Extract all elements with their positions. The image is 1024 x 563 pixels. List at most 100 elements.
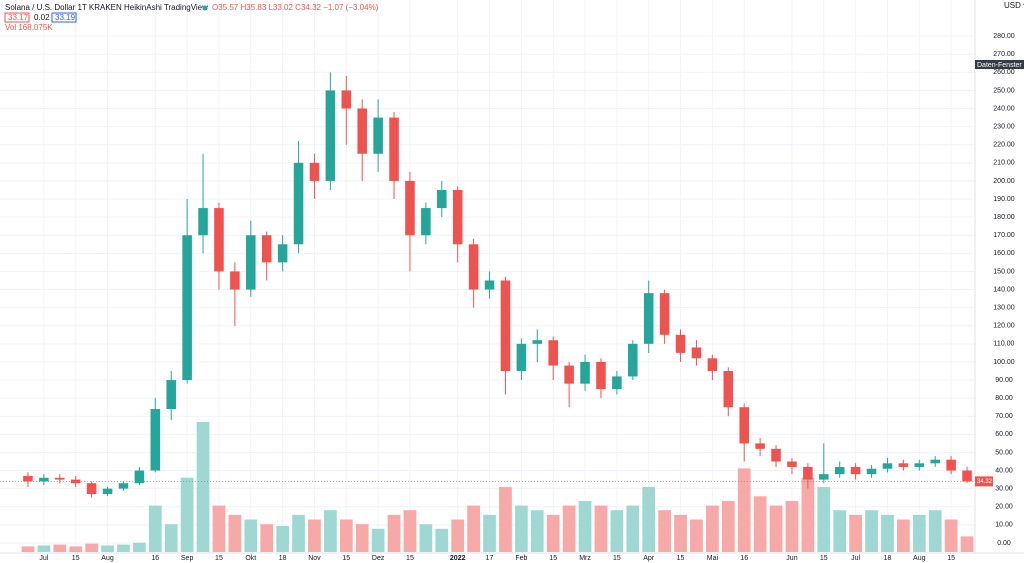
- ask: 33.19: [55, 13, 76, 22]
- volume-bar: [53, 544, 67, 552]
- x-tick-label: 15: [72, 555, 80, 562]
- candle-body: [675, 334, 686, 353]
- candle-body: [261, 235, 272, 263]
- y-tick-label: 220.00: [993, 142, 1015, 149]
- x-tick-label: 16: [740, 555, 748, 562]
- volume-bar: [499, 487, 512, 552]
- candle-body: [914, 463, 925, 467]
- volume-bar: [578, 500, 592, 552]
- candle-body: [962, 470, 972, 482]
- candle-body: [500, 280, 511, 371]
- candle-body: [866, 468, 877, 475]
- volume-bar: [944, 519, 958, 552]
- candle-body: [39, 477, 49, 482]
- volume-bar: [801, 477, 815, 552]
- y-tick-label: 40.00: [995, 467, 1013, 474]
- candle-body: [452, 189, 463, 245]
- volume-bar: [865, 510, 878, 552]
- candle-body: [643, 293, 654, 344]
- last-price-label: 34.32: [977, 479, 993, 485]
- candle-body: [707, 358, 718, 371]
- volume-bar: [69, 546, 83, 552]
- x-tick-label: Mrz: [579, 555, 591, 562]
- volume-bar: [960, 536, 974, 552]
- status-dot: [202, 5, 208, 11]
- volume-bar: [85, 543, 98, 552]
- candle-body: [357, 108, 367, 154]
- candle-body: [755, 443, 765, 449]
- candle-body: [166, 380, 176, 409]
- candle-body: [55, 477, 65, 480]
- x-tick-label: 15: [677, 555, 685, 562]
- volume-bar: [371, 528, 385, 552]
- x-tick-label: 15: [342, 555, 350, 562]
- volume-bar: [419, 524, 433, 552]
- y-tick-label: 180.00: [993, 214, 1015, 221]
- volume-bar: [737, 468, 751, 552]
- candle-body: [691, 347, 702, 359]
- volume-bar: [260, 524, 274, 552]
- y-tick-label: 50.00: [995, 449, 1013, 456]
- spread: 0.02: [34, 13, 50, 22]
- candle-body: [134, 470, 145, 484]
- x-tick-label: Jul: [851, 555, 860, 562]
- y-tick-label: 0.00: [997, 540, 1011, 547]
- volume-bar: [721, 500, 735, 552]
- y-tick-label: 90.00: [995, 377, 1013, 384]
- candle-body: [612, 376, 622, 390]
- candle-body: [118, 483, 129, 489]
- candle-body: [564, 365, 574, 384]
- x-tick-label: Jun: [786, 555, 797, 562]
- volume-bar: [228, 514, 242, 552]
- volume-bar: [817, 487, 831, 552]
- y-tick-label: 140.00: [993, 286, 1015, 293]
- volume-bar: [244, 519, 258, 552]
- volume-bar: [546, 514, 560, 552]
- volume-bar: [324, 510, 337, 552]
- x-tick-label: 15: [549, 555, 557, 562]
- candle-body: [739, 407, 749, 444]
- volume-bar: [467, 505, 480, 552]
- candle-body: [341, 90, 352, 109]
- x-tick-label: Sep: [181, 555, 194, 562]
- candle-body: [373, 117, 383, 154]
- y-tick-label: 270.00: [993, 51, 1015, 58]
- volume-bar: [21, 546, 35, 552]
- candle-body: [516, 343, 527, 371]
- candle-body: [819, 474, 829, 480]
- volume-bar: [435, 528, 449, 552]
- volume-bar: [355, 524, 369, 552]
- x-tick-label: 15: [215, 555, 223, 562]
- volume-bar: [339, 519, 353, 552]
- volume-bar: [101, 545, 114, 552]
- x-tick-label: 15: [406, 555, 414, 562]
- x-tick-label: Aug: [101, 555, 114, 562]
- candle-body: [898, 463, 909, 467]
- y-tick-label: 190.00: [993, 196, 1015, 203]
- volume-bar: [148, 505, 162, 552]
- bid-box: [4, 12, 30, 23]
- x-tick-label: 15: [613, 555, 621, 562]
- volume-bar: [133, 542, 146, 552]
- candle-body: [946, 459, 956, 471]
- candle-body: [214, 208, 224, 272]
- y-tick-label: 200.00: [993, 178, 1015, 185]
- x-tick-label: Nov: [308, 555, 321, 562]
- y-tick-label: 120.00: [993, 323, 1015, 330]
- candle-body: [850, 466, 861, 475]
- y-tick-label: 100.00: [993, 359, 1015, 366]
- chart-title: Solana / U.S. Dollar 1T KRAKEN HeikinAsh…: [5, 3, 208, 12]
- volume-bar: [626, 505, 640, 552]
- candle-body: [198, 208, 208, 236]
- candle-body: [659, 293, 670, 335]
- volume-bar: [562, 505, 576, 552]
- candle-body: [150, 408, 161, 471]
- y-tick-label: 150.00: [993, 268, 1015, 275]
- volume-bar: [387, 514, 401, 552]
- y-tick-label: 230.00: [993, 123, 1015, 130]
- x-tick-label: 2022: [450, 555, 466, 562]
- volume-bar: [833, 510, 847, 552]
- candle-body: [787, 461, 797, 467]
- y-tick-label: 160.00: [993, 250, 1015, 257]
